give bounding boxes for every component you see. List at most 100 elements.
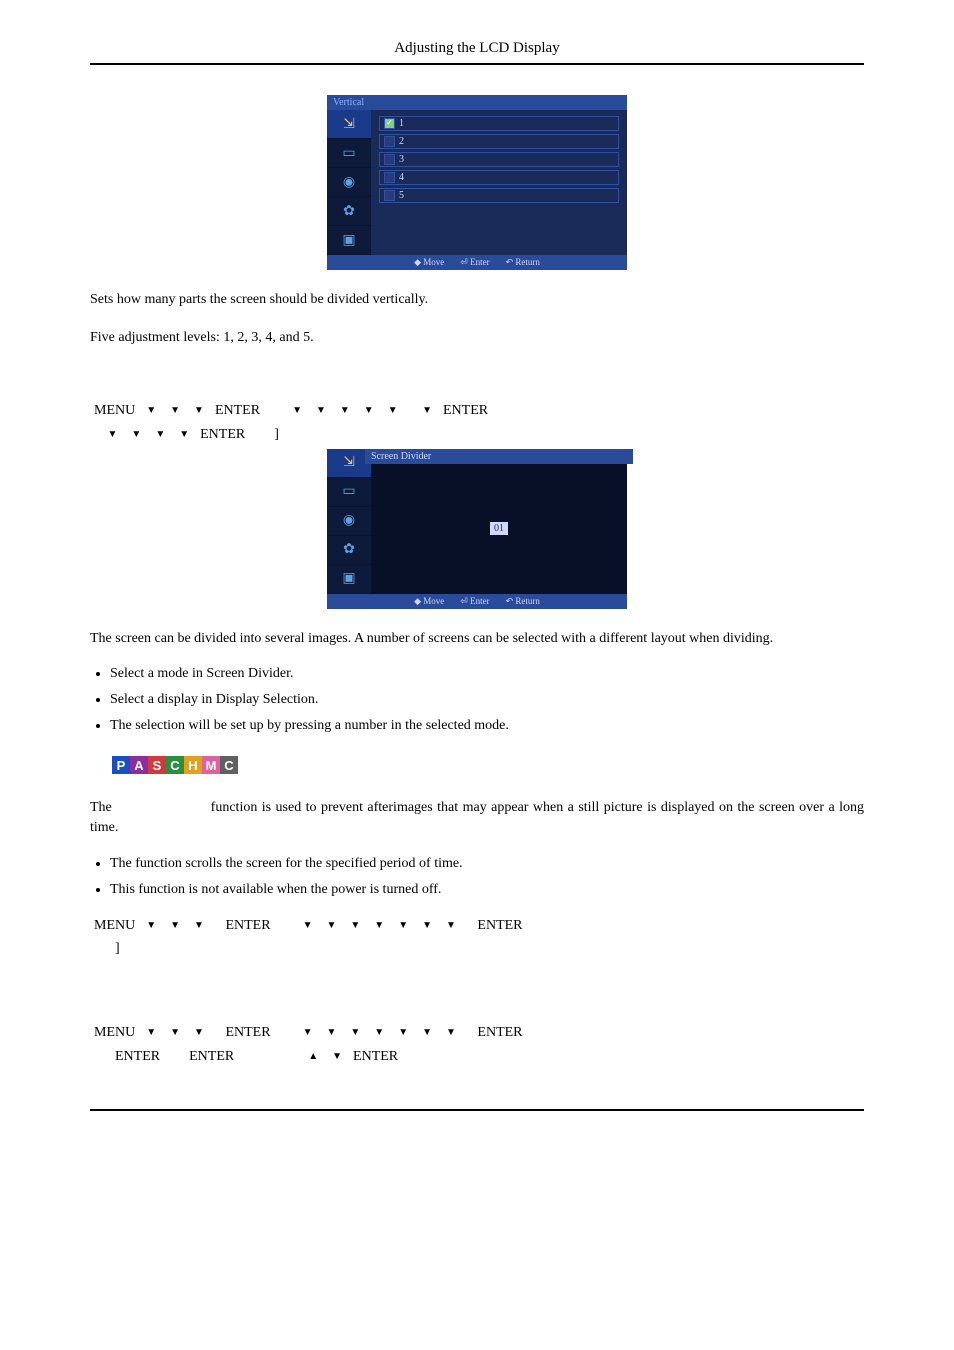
nav-token: ▼: [146, 402, 156, 419]
osd1-foot-move: ◆ Move: [414, 257, 444, 268]
paragraph-3: The screen can be divided into several i…: [90, 629, 864, 649]
badge-c-icon: C: [166, 756, 184, 774]
badge-a-icon: A: [130, 756, 148, 774]
osd1-icon-1: ⇲: [327, 110, 371, 139]
nav-token: ▼: [194, 917, 204, 934]
osd1-sidebar: ⇲ ▭ ◉ ✿ ▣: [327, 110, 371, 255]
nav-token: ▼: [194, 1024, 204, 1041]
nav-token: ▼: [398, 1024, 408, 1041]
nav-token: ▼: [422, 402, 432, 419]
nav-token: [90, 427, 101, 442]
nav-token: ▼: [292, 402, 302, 419]
nav-token: [285, 918, 296, 933]
p4-part-b: function is used to prevent afterimages …: [90, 800, 864, 835]
nav-token: [90, 1049, 101, 1064]
osd2-title: Screen Divider: [365, 449, 633, 464]
check-off-icon: [384, 136, 395, 147]
nav-token: MENU: [94, 1025, 135, 1040]
nav-token: ▼: [340, 402, 350, 419]
nav-token: ▼: [326, 917, 336, 934]
footer-rule: [90, 1109, 864, 1113]
osd2-footer: ◆ Move ⏎ Enter ↶ Return: [327, 594, 627, 609]
nav-token: ▼: [131, 426, 141, 443]
nav-token: [101, 941, 112, 956]
nav-token: ▲: [308, 1048, 318, 1065]
osd1-row-label: 4: [399, 172, 404, 183]
bullet-item: This function is not available when the …: [110, 882, 864, 898]
badge-s-icon: S: [148, 756, 166, 774]
bullet-list-1: Select a mode in Screen Divider. Select …: [90, 666, 864, 734]
nav-token: [211, 1025, 222, 1040]
osd-vertical-screenshot: Vertical ⇲ ▭ ◉ ✿ ▣ ✓1 2 3 4 5 ◆ Move ⏎ E…: [327, 95, 627, 270]
nav-sequence-2: MENU▼▼▼ ENTER ▼▼▼▼▼▼▼ ENTER ]: [90, 914, 864, 962]
nav-token: [275, 403, 286, 418]
nav-token: ▼: [170, 402, 180, 419]
paragraph-4: The function is used to prevent afterima…: [90, 798, 864, 837]
osd1-row-5: 5: [379, 188, 619, 203]
nav-token: ▼: [364, 402, 374, 419]
nav-token: ▼: [350, 917, 360, 934]
osd1-footer: ◆ Move ⏎ Enter ↶ Return: [327, 255, 627, 270]
bullet-item: The selection will be set up by pressing…: [110, 718, 864, 734]
osd1-row-4: 4: [379, 170, 619, 185]
osd1-row-label: 1: [399, 118, 404, 129]
nav-token: [285, 1025, 296, 1040]
nav-token: ]: [274, 427, 279, 442]
bullet-item: Select a display in Display Selection.: [110, 692, 864, 708]
nav-token: [238, 1049, 249, 1064]
osd1-foot-return: ↶ Return: [506, 257, 540, 268]
page: Adjusting the LCD Display Vertical ⇲ ▭ ◉…: [0, 0, 954, 1143]
nav-token: ▼: [146, 917, 156, 934]
nav-token: ▼: [194, 402, 204, 419]
nav-token: ▼: [422, 917, 432, 934]
osd1-row-2: 2: [379, 134, 619, 149]
osd2-badge: 01: [490, 522, 508, 535]
check-off-icon: [384, 190, 395, 201]
osd1-row-label: 3: [399, 154, 404, 165]
bullet-list-2: The function scrolls the screen for the …: [90, 856, 864, 898]
check-off-icon: [384, 154, 395, 165]
osd2-icon-2: ▭: [327, 478, 371, 507]
badge-m-icon: M: [202, 756, 220, 774]
osd2-body: ⇲ ▭ ◉ ✿ ▣ Screen Divider 01: [327, 449, 627, 594]
osd2-icon-3: ◉: [327, 507, 371, 536]
nav-token: [280, 1049, 291, 1064]
nav-token: ENTER: [477, 1025, 522, 1040]
nav-sequence-3: MENU▼▼▼ ENTER ▼▼▼▼▼▼▼ ENTER ENTER ENTER …: [90, 1021, 864, 1069]
nav-token: ]: [115, 941, 120, 956]
nav-token: ▼: [350, 1024, 360, 1041]
osd1-title: Vertical: [327, 95, 627, 110]
nav-token: [259, 1049, 270, 1064]
nav-token: ▼: [446, 917, 456, 934]
nav-token: [164, 1049, 175, 1064]
bullet-item: The function scrolls the screen for the …: [110, 856, 864, 872]
osd2-sidebar: ⇲ ▭ ◉ ✿ ▣: [327, 449, 371, 594]
nav-token: [463, 918, 474, 933]
nav-token: [211, 918, 222, 933]
page-header-title: Adjusting the LCD Display: [90, 40, 864, 63]
header-rule: [90, 63, 864, 65]
osd1-icon-4: ✿: [327, 197, 371, 226]
osd1-main: ✓1 2 3 4 5: [371, 110, 627, 255]
nav-token: ▼: [326, 1024, 336, 1041]
osd2-foot-enter: ⏎ Enter: [460, 596, 489, 607]
nav-token: ▼: [388, 402, 398, 419]
osd1-row-label: 5: [399, 190, 404, 201]
nav-token: ▼: [303, 917, 313, 934]
nav-token: ENTER: [477, 918, 522, 933]
paragraph-1: Sets how many parts the screen should be…: [90, 290, 864, 310]
nav-token: [90, 941, 101, 956]
nav-token: ENTER: [115, 1049, 160, 1064]
nav-token: [405, 403, 416, 418]
badge-h-icon: H: [184, 756, 202, 774]
nav-token: [270, 1049, 281, 1064]
check-off-icon: [384, 172, 395, 183]
osd2-main: Screen Divider 01: [371, 449, 627, 594]
nav-token: ENTER: [225, 918, 270, 933]
osd1-body: ⇲ ▭ ◉ ✿ ▣ ✓1 2 3 4 5: [327, 110, 627, 255]
nav-token: ▼: [316, 402, 326, 419]
badge-p-icon: P: [112, 756, 130, 774]
osd2-foot-return: ↶ Return: [506, 596, 540, 607]
nav-token: ENTER: [215, 403, 260, 418]
bullet-item: Select a mode in Screen Divider.: [110, 666, 864, 682]
